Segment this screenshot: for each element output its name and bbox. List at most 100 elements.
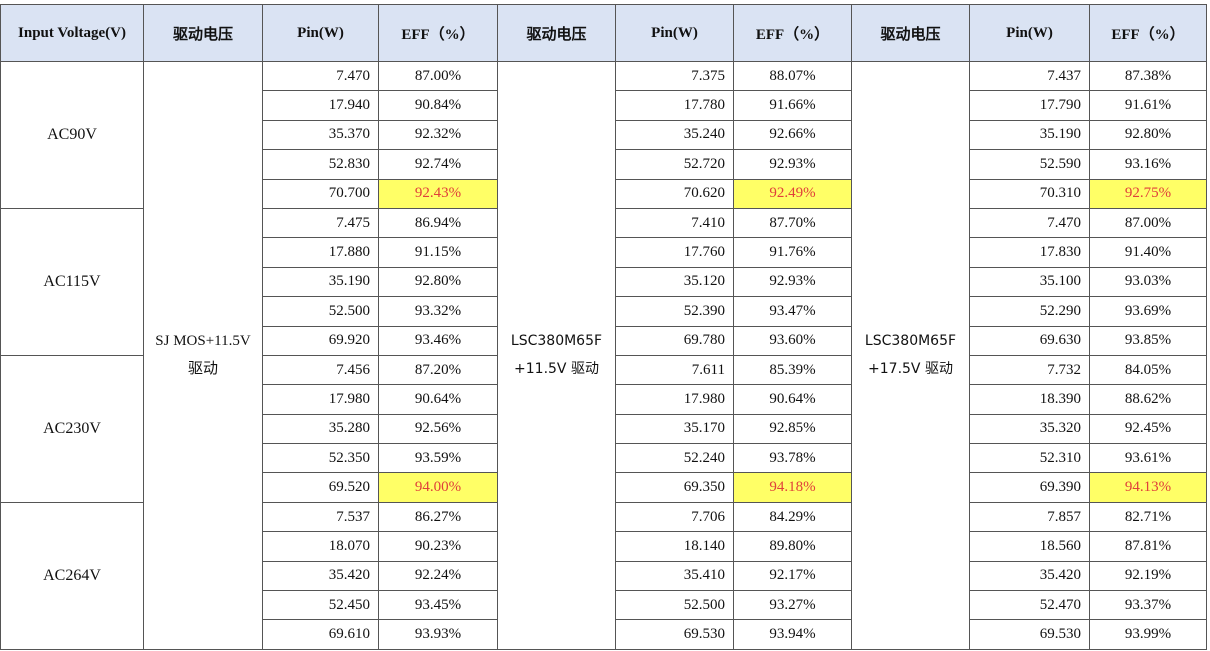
pin-cell: 35.420 [262, 560, 379, 592]
eff-cell: 92.75% [1089, 178, 1207, 209]
pin-cell: 18.140 [615, 531, 734, 562]
table-row: 69.610 93.93% 69.530 93.94% 69.530 93.99% [1, 619, 1207, 650]
pin-cell: 69.530 [969, 619, 1090, 650]
pin-cell: 52.310 [969, 443, 1090, 474]
pin-cell: 69.630 [969, 325, 1090, 356]
eff-cell: 91.76% [733, 237, 852, 268]
pin-cell: 35.190 [969, 119, 1090, 151]
table-row: 69.520 94.00% 69.350 94.18% 69.390 94.13% [1, 472, 1207, 503]
pin-cell: 52.350 [262, 443, 379, 474]
drive-text: +11.5V 驱动 [514, 361, 599, 378]
table-row: 70.700 92.43% 70.620 92.49% 70.310 92.75% [1, 178, 1207, 209]
pin-cell: 52.240 [615, 443, 734, 474]
header-cell: Pin(W) [262, 4, 379, 62]
header-cell: EFF（%） [1089, 4, 1207, 62]
eff-cell: 92.93% [733, 266, 852, 298]
header-cell: 驱动电压 [851, 4, 970, 62]
eff-cell: 93.27% [733, 590, 852, 621]
pin-cell: 7.611 [615, 354, 734, 386]
eff-cell: 90.64% [733, 384, 852, 415]
eff-cell: 93.60% [733, 325, 852, 356]
table-row: 52.350 93.59% 52.240 93.78% 52.310 93.61% [1, 443, 1207, 474]
eff-cell: 82.71% [1089, 501, 1207, 533]
eff-cell: 90.84% [378, 90, 498, 121]
eff-cell: 92.24% [378, 560, 498, 592]
pin-cell: 69.530 [615, 619, 734, 650]
pin-cell: 35.120 [615, 266, 734, 298]
efficiency-table: Input Voltage(V) 驱动电压 Pin(W) EFF（%） 驱动电压 Pin(… [0, 4, 1207, 650]
eff-cell: 91.66% [733, 90, 852, 121]
eff-cell: 87.00% [1089, 207, 1207, 239]
pin-cell: 7.375 [615, 60, 734, 92]
eff-cell: 92.43% [378, 178, 498, 209]
pin-cell: 52.500 [262, 296, 379, 327]
pin-cell: 69.920 [262, 325, 379, 356]
pin-cell: 69.350 [615, 472, 734, 503]
table-row: AC230V 7.456 87.20% 7.611 85.39% 7.732 84.05% [0, 354, 1207, 503]
pin-cell: 7.857 [969, 501, 1090, 533]
eff-cell: 87.20% [378, 354, 498, 386]
table-row: 52.500 93.32% 52.390 93.47% 52.290 93.69% [1, 296, 1207, 327]
eff-cell: 92.80% [1089, 119, 1207, 151]
eff-cell: 93.46% [378, 325, 498, 356]
drive-text: LSC380M65F [864, 333, 957, 350]
drive-text: SJ MOS+11.5V [155, 333, 251, 350]
pin-cell: 69.780 [615, 325, 734, 356]
pin-cell: 18.390 [969, 384, 1090, 415]
voltage-cell: AC115V [0, 207, 144, 356]
eff-cell: 90.23% [378, 531, 498, 562]
pin-cell: 18.070 [262, 531, 379, 562]
eff-cell: 93.47% [733, 296, 852, 327]
eff-cell: 92.45% [1089, 413, 1207, 445]
eff-cell: 92.80% [378, 266, 498, 298]
table-row: 69.920 93.46% 69.780 93.60% 69.630 93.85% [1, 325, 1207, 356]
eff-cell: 87.70% [733, 207, 852, 239]
drive-text: LSC380M65F [510, 333, 603, 350]
eff-cell: 93.99% [1089, 619, 1207, 650]
pin-cell: 52.390 [615, 296, 734, 327]
pin-cell: 52.830 [262, 149, 379, 180]
eff-cell: 86.27% [378, 501, 498, 533]
table-row: 35.420 92.24% 35.410 92.17% 35.420 92.19% [1, 560, 1207, 592]
eff-cell: 93.45% [378, 590, 498, 621]
pin-cell: 35.280 [262, 413, 379, 445]
table-row: 52.450 93.45% 52.500 93.27% 52.470 93.37% [1, 590, 1207, 621]
eff-cell: 92.49% [733, 178, 852, 209]
eff-cell: 93.37% [1089, 590, 1207, 621]
pin-cell: 7.732 [969, 354, 1090, 386]
pin-cell: 35.170 [615, 413, 734, 445]
table-row: 17.940 90.84% 17.780 91.66% 17.790 91.61% [1, 90, 1207, 121]
pin-cell: 35.410 [615, 560, 734, 592]
pin-cell: 7.537 [262, 501, 379, 533]
eff-cell: 84.29% [733, 501, 852, 533]
drive-cell: LSC380M65F +11.5V 驱动 [497, 61, 616, 650]
eff-cell: 86.94% [378, 207, 498, 239]
eff-cell: 93.32% [378, 296, 498, 327]
eff-cell: 92.17% [733, 560, 852, 592]
eff-cell: 93.03% [1089, 266, 1207, 298]
pin-cell: 69.610 [262, 619, 379, 650]
eff-cell: 92.56% [378, 413, 498, 445]
pin-cell: 17.940 [262, 90, 379, 121]
eff-cell: 85.39% [733, 354, 852, 386]
eff-cell: 89.80% [733, 531, 852, 562]
pin-cell: 7.410 [615, 207, 734, 239]
pin-cell: 69.520 [262, 472, 379, 503]
pin-cell: 17.780 [615, 90, 734, 121]
eff-cell: 93.85% [1089, 325, 1207, 356]
pin-cell: 17.980 [615, 384, 734, 415]
pin-cell: 17.790 [969, 90, 1090, 121]
eff-cell: 91.15% [378, 237, 498, 268]
eff-cell: 93.94% [733, 619, 852, 650]
table-row: 35.370 92.32% 35.240 92.66% 35.190 92.80% [1, 119, 1207, 151]
eff-cell: 87.81% [1089, 531, 1207, 562]
pin-cell: 52.450 [262, 590, 379, 621]
pin-cell: 17.980 [262, 384, 379, 415]
eff-cell: 92.85% [733, 413, 852, 445]
header-row: Input Voltage(V) 驱动电压 Pin(W) EFF（%） 驱动电压 Pin(… [0, 4, 1207, 62]
pin-cell: 52.720 [615, 149, 734, 180]
pin-cell: 35.420 [969, 560, 1090, 592]
eff-cell: 93.59% [378, 443, 498, 474]
eff-cell: 92.19% [1089, 560, 1207, 592]
